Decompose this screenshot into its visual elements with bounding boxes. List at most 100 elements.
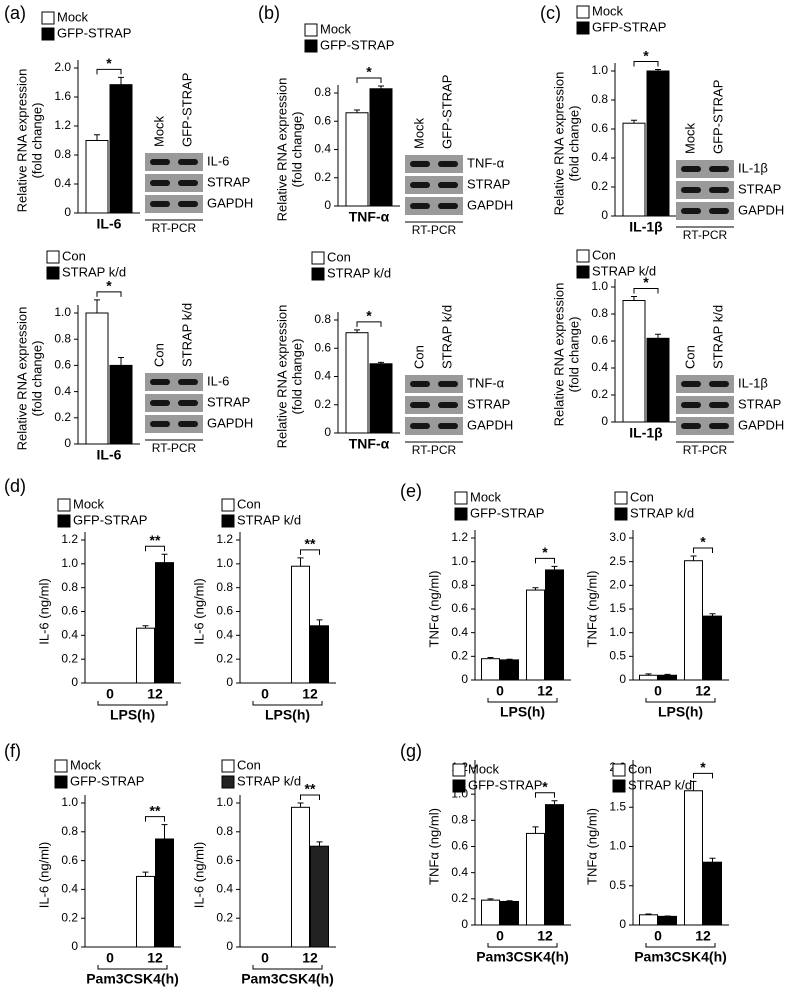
legend-swatch [311, 267, 325, 281]
gel-row-label: TNF-α [467, 375, 505, 390]
y-tick-label: 0.4 [451, 865, 468, 879]
bar [500, 900, 519, 926]
bar [545, 569, 564, 681]
significance-label: ** [150, 532, 161, 548]
error-bar [631, 119, 637, 124]
bar [545, 804, 564, 926]
error-bar [690, 780, 697, 791]
y-tick-label: 0 [601, 414, 608, 428]
gel-lane-label: GFP-STRAP [710, 80, 725, 154]
legend-swatch [221, 514, 235, 528]
y-tick-label: 0.8 [591, 92, 608, 106]
bar [526, 832, 545, 926]
legend-swatch [221, 498, 235, 512]
y-tick-label: 0.2 [451, 891, 468, 905]
gel-strip [676, 181, 734, 199]
panel-label: (c) [540, 3, 561, 23]
bar [622, 300, 646, 423]
legend-swatch [452, 763, 466, 777]
gel-band [410, 182, 430, 188]
legend-label: Con [592, 247, 616, 262]
x-tick-label: 0 [106, 950, 114, 966]
x-bracket [252, 701, 323, 706]
category-label: IL-6 [97, 216, 122, 232]
y-tick-label: 0 [64, 205, 71, 219]
x-axis-label: LPS(h) [265, 707, 310, 723]
legend-swatch [614, 507, 628, 521]
bar [703, 615, 722, 681]
gel-lane-label: Con [682, 345, 697, 369]
bar [639, 674, 658, 681]
y-tick-label: 0 [71, 939, 78, 953]
y-tick-label: 0 [461, 672, 468, 686]
legend-label: GFP-STRAP [73, 512, 147, 527]
y-tick-label: 0.2 [451, 649, 468, 663]
error-bar [118, 357, 124, 366]
y-tick-label: 0.6 [61, 853, 78, 867]
gel-strip [145, 394, 203, 412]
y-tick-label: 0.8 [216, 580, 233, 594]
y-tick-label: 0.4 [451, 625, 468, 639]
y-tick-label: 0.6 [314, 113, 331, 127]
significance-label: * [106, 55, 112, 71]
y-axis-label: (fold change) [566, 106, 581, 182]
x-tick-label: 0 [106, 686, 114, 702]
legend-label: Con [237, 496, 261, 511]
error-bar [645, 673, 652, 676]
bar [658, 674, 677, 681]
x-tick-label: 0 [654, 928, 662, 944]
significance-label: * [106, 278, 112, 294]
y-tick-label: 0.2 [591, 387, 608, 401]
bar [646, 70, 670, 217]
error-bar [378, 85, 384, 89]
legend-label: Con [630, 489, 654, 504]
error-bar [709, 857, 716, 863]
x-tick-label: 12 [695, 683, 711, 699]
y-tick-label: 0 [324, 425, 331, 439]
y-tick-label: 1.0 [591, 279, 608, 293]
gel-strip [676, 417, 734, 435]
legend-label: STRAP k/d [62, 264, 126, 279]
y-tick-label: 0.4 [216, 628, 233, 642]
y-axis-label: Relative RNA expression [551, 283, 566, 427]
legend-label: GFP-STRAP [57, 25, 131, 40]
y-tick-label: 0.4 [54, 384, 71, 398]
y-tick-label: 0.6 [591, 333, 608, 347]
gel-row-label: TNF-α [467, 155, 505, 170]
bar [155, 838, 174, 948]
y-tick-label: 0.2 [61, 910, 78, 924]
error-bar [316, 619, 323, 626]
gel-strip [405, 197, 463, 215]
significance-bracket [300, 549, 320, 555]
bar [622, 122, 646, 217]
bar [85, 312, 109, 445]
error-bar [645, 913, 652, 915]
gel-band [150, 379, 170, 385]
x-bracket [97, 965, 168, 970]
y-tick-label: 0.2 [314, 397, 331, 411]
gel-band [150, 421, 170, 427]
gel-strip [405, 155, 463, 173]
significance-bracket [96, 68, 122, 75]
legend-label: STRAP k/d [327, 265, 391, 280]
significance-label: * [643, 47, 649, 63]
gel-lane-label: Mock [411, 117, 426, 149]
gel-lane-label: GFP-STRAP [179, 73, 194, 147]
bar [684, 790, 703, 926]
gel-band [438, 402, 458, 408]
gel-strip [145, 174, 203, 192]
gel-band [681, 423, 701, 429]
y-axis-label: (fold change) [566, 317, 581, 393]
gel-lane-label: STRAP k/d [710, 305, 725, 369]
significance-bracket [145, 545, 165, 552]
y-tick-label: 0.2 [591, 179, 608, 193]
y-tick-label: 1.0 [61, 556, 78, 570]
significance-bracket [356, 321, 382, 327]
legend-swatch [46, 266, 60, 280]
error-bar [487, 657, 494, 659]
gel-band [681, 187, 701, 193]
gel-strip [676, 375, 734, 393]
significance-label: ** [305, 781, 316, 797]
y-tick-label: 1.2 [61, 532, 78, 546]
